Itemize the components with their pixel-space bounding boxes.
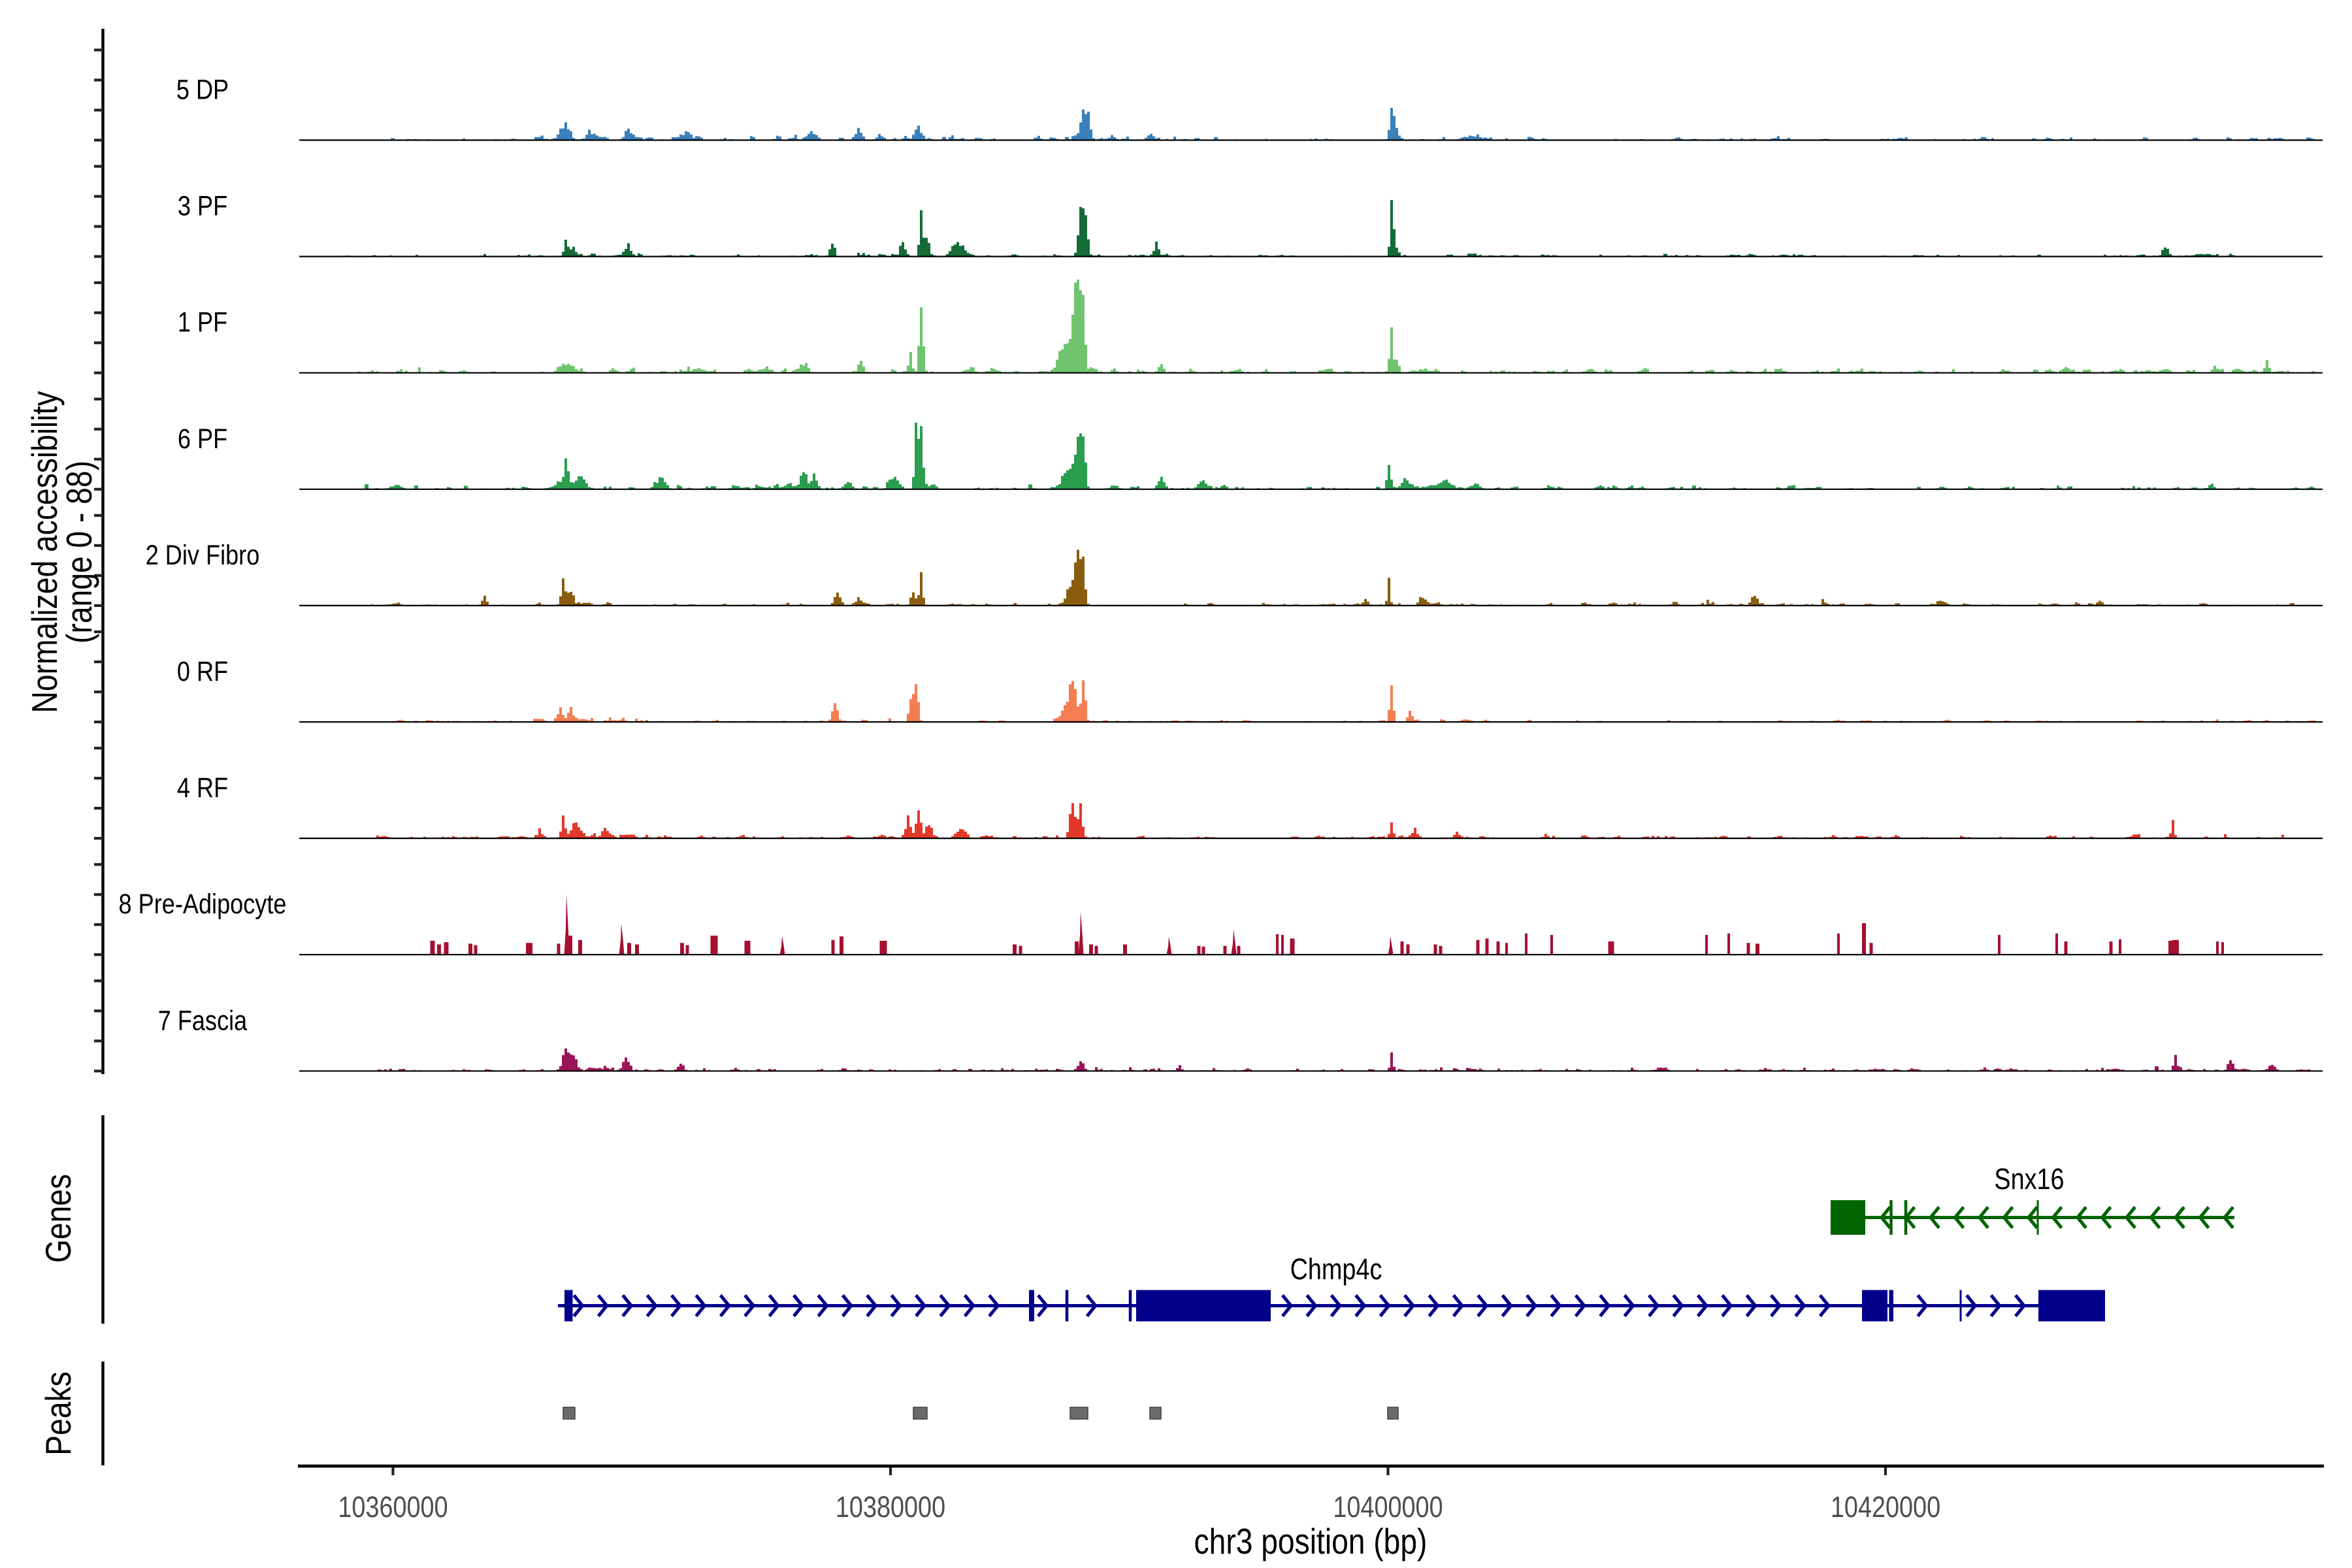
svg-text:0 RF: 0 RF [177, 656, 228, 687]
svg-text:Chmp4c: Chmp4c [1290, 1252, 1382, 1286]
svg-text:5 DP: 5 DP [176, 74, 229, 106]
svg-text:10420000: 10420000 [1831, 1490, 1940, 1524]
svg-text:Peaks: Peaks [38, 1371, 78, 1455]
svg-text:10360000: 10360000 [338, 1490, 448, 1524]
svg-text:chr3 position (bp): chr3 position (bp) [1194, 1521, 1428, 1561]
svg-text:Normalized accessibility: Normalized accessibility [24, 391, 65, 713]
svg-text:1 PF: 1 PF [178, 307, 227, 338]
svg-text:2 Div Fibro: 2 Div Fibro [146, 540, 260, 571]
svg-text:Snx16: Snx16 [1994, 1162, 2064, 1196]
svg-text:3 PF: 3 PF [178, 191, 227, 222]
svg-text:7 Fascia: 7 Fascia [158, 1005, 248, 1036]
svg-text:(range 0 - 88): (range 0 - 88) [59, 461, 99, 644]
svg-text:6 PF: 6 PF [178, 423, 227, 455]
svg-text:Genes: Genes [38, 1174, 78, 1263]
svg-text:10400000: 10400000 [1333, 1490, 1443, 1524]
svg-text:8 Pre-Adipocyte: 8 Pre-Adipocyte [119, 889, 287, 920]
svg-text:10380000: 10380000 [836, 1490, 945, 1524]
svg-text:4 RF: 4 RF [177, 772, 228, 804]
